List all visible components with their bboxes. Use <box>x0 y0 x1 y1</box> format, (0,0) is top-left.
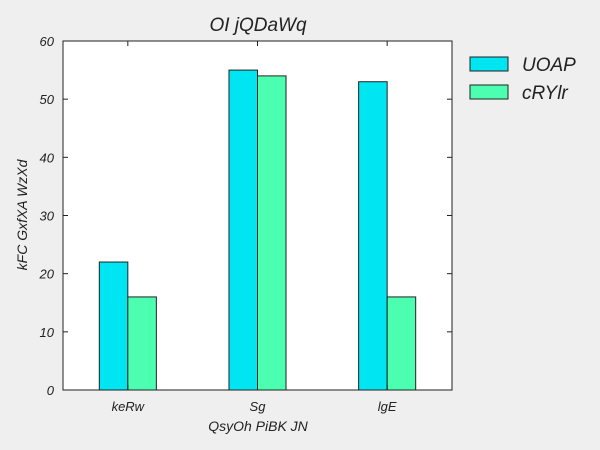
y-tick-label: 50 <box>40 92 55 107</box>
y-axis-label: kFC GxfXA WzXd <box>14 158 30 270</box>
y-tick-label: 60 <box>40 34 55 49</box>
bar-UOAP-lgE <box>358 81 388 391</box>
bar-cRYlr-Sg <box>257 75 287 391</box>
legend: UOAP cRYlr <box>469 55 576 104</box>
bar-marks <box>98 69 417 391</box>
y-tick-label: 0 <box>47 383 55 398</box>
legend-label: cRYlr <box>522 83 568 104</box>
legend-swatch <box>469 84 509 100</box>
x-tick-label: keRw <box>112 399 146 414</box>
y-tick-label: 10 <box>40 325 55 340</box>
legend-label: UOAP <box>522 55 576 76</box>
x-tick-label: lgE <box>378 399 397 414</box>
legend-swatch <box>469 56 509 72</box>
y-axis-ticks: 0 10 20 30 40 50 60 <box>39 34 452 398</box>
y-tick-label: 40 <box>40 150 55 165</box>
y-tick-label: 20 <box>39 267 55 282</box>
x-tick-label: Sg <box>250 399 267 414</box>
bar-UOAP-keRw <box>98 261 129 391</box>
bar-cRYlr-lgE <box>386 296 417 391</box>
y-tick-label: 30 <box>40 209 55 224</box>
bar-UOAP-Sg <box>228 69 258 391</box>
x-axis-label: QsyOh PiBK JN <box>208 418 308 434</box>
chart-title: OI jQDaWq <box>209 15 307 36</box>
x-axis-ticks: keRw Sg lgE <box>112 41 397 414</box>
bar-cRYlr-keRw <box>127 296 157 391</box>
